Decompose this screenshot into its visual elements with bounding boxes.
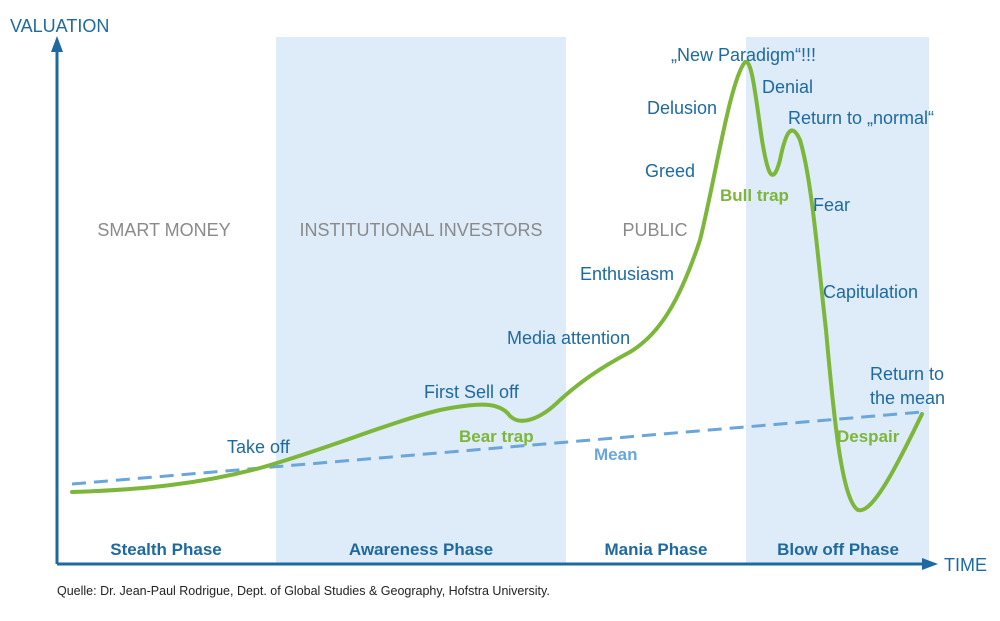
group-public: PUBLIC	[622, 220, 687, 240]
annotation-bull-trap: Bull trap	[720, 186, 789, 205]
annotation-first-sell-off: First Sell off	[424, 382, 520, 402]
valuation-curve	[70, 59, 924, 513]
phase-blowoff: Blow off Phase	[777, 540, 899, 559]
phase-awareness: Awareness Phase	[349, 540, 493, 559]
annotation-enthusiasm: Enthusiasm	[580, 264, 674, 284]
y-axis-arrow-icon	[51, 36, 63, 52]
source-credit: Quelle: Dr. Jean-Paul Rodrigue, Dept. of…	[57, 584, 550, 598]
annotation-media-attention: Media attention	[507, 328, 630, 348]
annotation-denial: Denial	[762, 77, 813, 97]
phase-stealth: Stealth Phase	[110, 540, 222, 559]
annotation-greed: Greed	[645, 161, 695, 181]
annotation-return-mean-line2: the mean	[870, 388, 945, 408]
awareness-phase-band	[276, 37, 566, 564]
x-axis-label: TIME	[944, 555, 987, 575]
mean-line	[71, 410, 923, 486]
group-institutional: INSTITUTIONAL INVESTORS	[299, 220, 542, 240]
annotation-mean: Mean	[594, 445, 637, 464]
blowoff-phase-band	[746, 37, 929, 564]
group-smart-money: SMART MONEY	[97, 220, 230, 240]
annotation-return-normal: Return to „normal“	[788, 108, 934, 128]
phase-mania: Mania Phase	[605, 540, 708, 559]
annotation-new-paradigm: „New Paradigm“!!!	[671, 45, 816, 65]
annotation-delusion: Delusion	[647, 98, 717, 118]
y-axis-label: VALUATION	[10, 16, 109, 36]
annotation-capitulation: Capitulation	[823, 282, 918, 302]
annotation-fear: Fear	[813, 195, 850, 215]
annotation-bear-trap: Bear trap	[459, 427, 534, 446]
annotation-take-off: Take off	[227, 437, 291, 457]
annotation-despair: Despair	[837, 427, 900, 446]
x-axis-arrow-icon	[922, 558, 938, 570]
annotation-return-mean-line1: Return to	[870, 364, 944, 384]
